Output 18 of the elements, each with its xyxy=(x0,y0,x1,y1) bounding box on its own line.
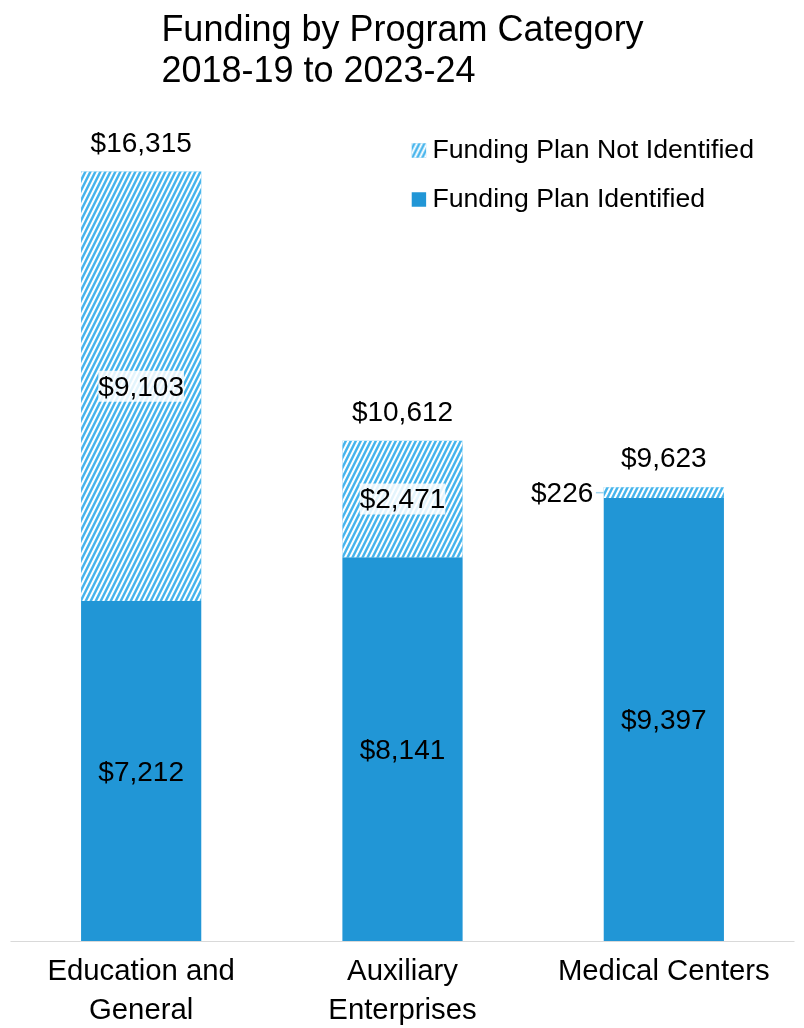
x-tick-label: Education and General xyxy=(47,952,235,1026)
x-tick-label: Auxiliary Enterprises xyxy=(328,952,477,1026)
data-label: $8,141 xyxy=(359,733,446,765)
total-label: $9,623 xyxy=(621,442,707,474)
data-label: $9,103 xyxy=(98,370,184,402)
legend-label: Funding Plan Identified xyxy=(432,183,706,214)
data-label: $9,397 xyxy=(621,704,707,736)
data-label: $226 xyxy=(530,477,594,509)
bar xyxy=(81,601,202,942)
chart-title: Funding by Program Category 2018-19 to 2023-24 xyxy=(161,7,644,90)
x-tick-label: Medical Centers xyxy=(557,952,770,986)
total-label: $16,315 xyxy=(90,126,192,158)
bar xyxy=(342,557,463,942)
legend-label: Funding Plan Not Identified xyxy=(432,134,754,165)
total-label: $10,612 xyxy=(351,395,454,427)
bar xyxy=(603,498,724,942)
data-label: $7,212 xyxy=(98,755,184,787)
data-label: $2,471 xyxy=(359,483,446,515)
